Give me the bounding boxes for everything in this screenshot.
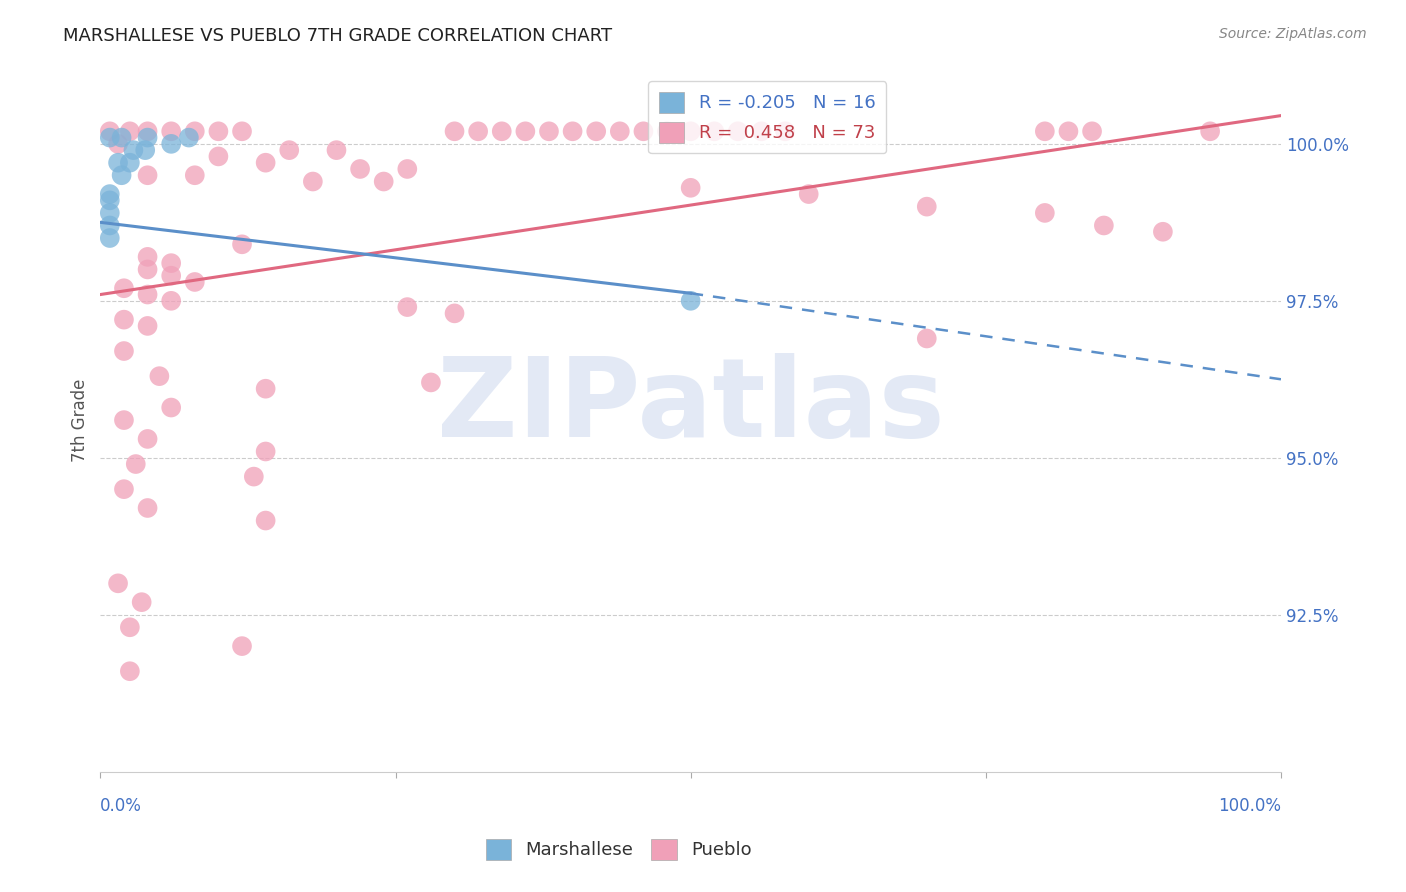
Point [254,514,277,528]
Point [118,664,141,678]
Point [373,175,395,189]
Point [112,281,135,295]
Point [136,124,159,138]
Y-axis label: 7th Grade: 7th Grade [72,378,89,462]
Point [118,124,141,138]
Point [98,124,121,138]
Point [915,331,938,345]
Point [1057,124,1080,138]
Point [231,639,253,653]
Point [727,124,749,138]
Point [915,200,938,214]
Point [1033,124,1056,138]
Point [679,181,702,195]
Point [184,168,207,182]
Point [110,130,132,145]
Point [98,194,121,208]
Point [118,155,141,169]
Point [1092,219,1115,233]
Point [118,620,141,634]
Point [797,187,820,202]
Point [112,413,135,427]
Point [184,275,207,289]
Point [396,161,419,176]
Point [207,149,229,163]
Point [122,143,145,157]
Legend: Marshallese, Pueblo: Marshallese, Pueblo [478,831,759,867]
Point [254,444,277,458]
Point [98,130,121,145]
Point [349,161,371,176]
Text: ZIPatlas: ZIPatlas [437,352,945,459]
Point [98,219,121,233]
Point [1033,206,1056,220]
Point [609,124,631,138]
Point [655,124,678,138]
Point [107,155,129,169]
Point [443,306,465,320]
Point [136,250,159,264]
Point [419,376,441,390]
Point [1199,124,1222,138]
Point [107,576,129,591]
Text: MARSHALLESE VS PUEBLO 7TH GRADE CORRELATION CHART: MARSHALLESE VS PUEBLO 7TH GRADE CORRELAT… [63,27,613,45]
Point [396,300,419,314]
Point [633,124,655,138]
Point [184,124,207,138]
Point [207,124,229,138]
Point [98,231,121,245]
Point [160,268,183,283]
Point [131,595,153,609]
Point [136,287,159,301]
Text: 0.0%: 0.0% [100,797,142,814]
Point [585,124,607,138]
Text: Source: ZipAtlas.com: Source: ZipAtlas.com [1219,27,1367,41]
Point [148,369,170,384]
Legend: R = -0.205   N = 16, R =  0.458   N = 73: R = -0.205 N = 16, R = 0.458 N = 73 [648,81,886,153]
Point [302,175,325,189]
Point [491,124,513,138]
Text: 100.0%: 100.0% [1218,797,1281,814]
Point [160,401,183,415]
Point [112,344,135,359]
Point [1081,124,1104,138]
Point [112,312,135,326]
Point [160,124,183,138]
Point [98,206,121,220]
Point [679,293,702,308]
Point [136,318,159,333]
Point [325,143,347,157]
Point [443,124,465,138]
Point [136,432,159,446]
Point [160,136,183,151]
Point [160,256,183,270]
Point [177,130,200,145]
Point [136,130,159,145]
Point [125,457,148,471]
Point [136,262,159,277]
Point [679,124,702,138]
Point [254,382,277,396]
Point [134,143,156,157]
Point [136,168,159,182]
Point [703,124,725,138]
Point [537,124,560,138]
Point [231,237,253,252]
Point [98,187,121,202]
Point [110,168,132,182]
Point [107,136,129,151]
Point [773,124,796,138]
Point [160,293,183,308]
Point [1152,225,1174,239]
Point [136,500,159,515]
Point [278,143,301,157]
Point [231,124,253,138]
Point [254,155,277,169]
Point [243,469,266,483]
Point [112,482,135,496]
Point [515,124,537,138]
Point [751,124,773,138]
Point [561,124,583,138]
Point [467,124,489,138]
